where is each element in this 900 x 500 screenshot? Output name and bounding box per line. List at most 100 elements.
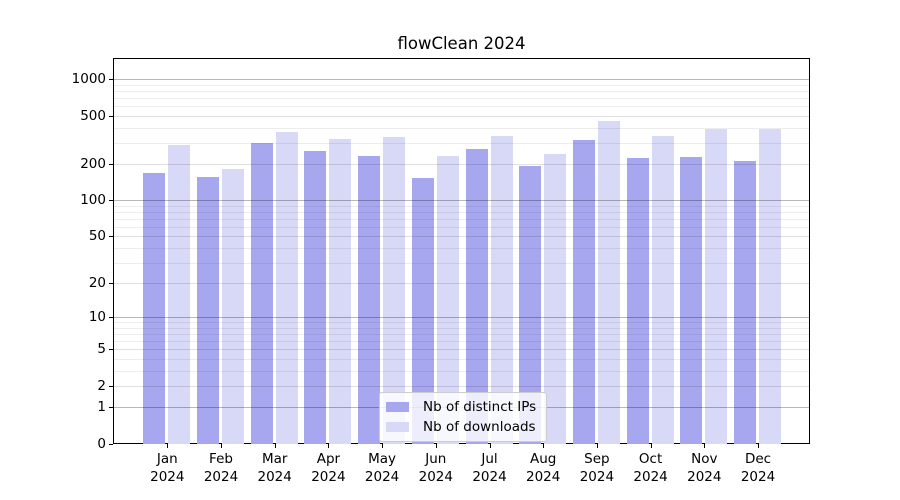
gridline-6: [114, 341, 809, 343]
gridline-4: [114, 359, 809, 361]
x-tick-mark: [704, 444, 706, 448]
gridline-30: [114, 262, 809, 264]
bar-nb-of-distinct-ips-jul-2024: [465, 149, 488, 444]
gridline-600: [114, 106, 809, 108]
y-tick-label-0: 0: [97, 436, 106, 452]
x-tick-label-apr-2024: Apr 2024: [311, 451, 346, 485]
x-tick-label-sep-2024: Sep 2024: [579, 451, 615, 485]
x-tick-mark: [221, 444, 222, 448]
x-tick-mark: [758, 444, 759, 448]
x-tick-label-jun-2024: Jun 2024: [418, 451, 453, 485]
y-tick-mark: [109, 283, 113, 285]
legend-label-distinct-ips: Nb of distinct IPs: [423, 399, 537, 415]
gridline-5: [114, 349, 809, 351]
y-tick-label-200: 200: [80, 156, 106, 173]
gridline-500: [114, 115, 809, 117]
legend: Nb of distinct IPs Nb of downloads: [379, 392, 547, 442]
legend-label-downloads: Nb of downloads: [423, 419, 536, 435]
gridline-2: [114, 386, 809, 387]
bar-nb-of-distinct-ips-dec-2024: [734, 161, 756, 444]
gridline-700: [114, 98, 809, 100]
y-tick-mark: [109, 317, 113, 319]
x-tick-mark: [543, 444, 545, 448]
x-tick-mark: [382, 444, 384, 448]
x-tick-mark: [489, 444, 491, 448]
gridline-50: [114, 236, 809, 238]
bar-nb-of-distinct-ips-nov-2024: [680, 156, 703, 444]
x-tick-label-mar-2024: Mar 2024: [257, 451, 292, 485]
legend-item-distinct-ips: Nb of distinct IPs: [386, 397, 538, 417]
bar-nb-of-downloads-mar-2024: [275, 131, 298, 444]
x-tick-label-jul-2024: Jul 2024: [472, 451, 507, 485]
x-tick-mark: [435, 444, 437, 448]
gridline-3: [114, 370, 809, 372]
gridline-900: [114, 84, 809, 86]
y-tick-mark: [109, 164, 113, 166]
gridline-40: [114, 247, 809, 249]
y-tick-mark: [109, 200, 113, 202]
y-tick-mark: [109, 79, 113, 81]
x-tick-label-jan-2024: Jan 2024: [150, 451, 185, 485]
y-tick-label-1: 1: [97, 399, 106, 416]
y-tick-label-500: 500: [80, 107, 106, 124]
bar-nb-of-distinct-ips-sep-2024: [572, 140, 595, 444]
gridline-300: [114, 142, 809, 144]
y-tick-mark: [109, 236, 113, 238]
gridline-9: [114, 322, 809, 324]
legend-swatch-distinct-ips: [386, 402, 409, 412]
x-tick-label-may-2024: May 2024: [364, 451, 400, 485]
y-tick-label-1000: 1000: [71, 71, 106, 88]
y-tick-mark: [109, 349, 113, 351]
gridline-10: [114, 317, 809, 319]
bar-nb-of-downloads-sep-2024: [597, 120, 620, 444]
bar-nb-of-distinct-ips-aug-2024: [519, 165, 542, 444]
gridline-200: [114, 164, 809, 166]
gridline-400: [114, 127, 809, 129]
x-tick-mark: [596, 444, 598, 448]
gridline-8: [114, 328, 809, 329]
x-tick-mark: [167, 444, 169, 448]
y-tick-mark: [109, 115, 113, 117]
y-tick-mark: [109, 386, 113, 387]
gridline-1000: [114, 79, 809, 81]
gridline-800: [114, 91, 809, 93]
bar-nb-of-downloads-jul-2024: [490, 135, 513, 444]
gridline-90: [114, 205, 809, 207]
bar-nb-of-downloads-feb-2024: [222, 168, 244, 444]
bar-nb-of-downloads-oct-2024: [651, 136, 674, 444]
bar-nb-of-distinct-ips-mar-2024: [250, 142, 273, 444]
y-tick-mark: [109, 444, 113, 445]
bar-nb-of-downloads-may-2024: [383, 136, 406, 444]
bar-nb-of-distinct-ips-jun-2024: [411, 177, 434, 444]
chart-title: flowClean 2024: [397, 34, 526, 53]
x-tick-label-nov-2024: Nov 2024: [687, 451, 722, 485]
gridline-20: [114, 283, 809, 285]
x-tick-label-aug-2024: Aug 2024: [526, 451, 561, 485]
bar-nb-of-distinct-ips-may-2024: [358, 155, 381, 444]
bar-nb-of-downloads-nov-2024: [705, 129, 728, 444]
y-tick-label-2: 2: [97, 378, 106, 394]
bar-nb-of-downloads-aug-2024: [544, 154, 567, 444]
y-tick-mark: [109, 407, 113, 409]
bar-nb-of-downloads-dec-2024: [759, 129, 781, 444]
gridline-60: [114, 226, 809, 228]
bar-nb-of-distinct-ips-oct-2024: [626, 158, 649, 444]
legend-item-downloads: Nb of downloads: [386, 417, 538, 437]
y-tick-label-100: 100: [80, 192, 106, 209]
y-tick-label-50: 50: [88, 228, 106, 245]
bar-nb-of-distinct-ips-jan-2024: [143, 172, 166, 444]
y-tick-label-5: 5: [97, 341, 106, 358]
x-tick-mark: [328, 444, 330, 448]
bar-nb-of-downloads-apr-2024: [329, 139, 352, 444]
x-tick-label-oct-2024: Oct 2024: [633, 451, 668, 485]
gridline-7: [114, 334, 809, 336]
x-tick-mark: [650, 444, 652, 448]
y-tick-label-20: 20: [88, 275, 106, 292]
gridline-70: [114, 218, 809, 220]
x-tick-label-dec-2024: Dec 2024: [740, 451, 776, 485]
x-tick-mark: [274, 444, 276, 448]
gridline-80: [114, 212, 809, 214]
legend-swatch-downloads: [386, 422, 409, 432]
